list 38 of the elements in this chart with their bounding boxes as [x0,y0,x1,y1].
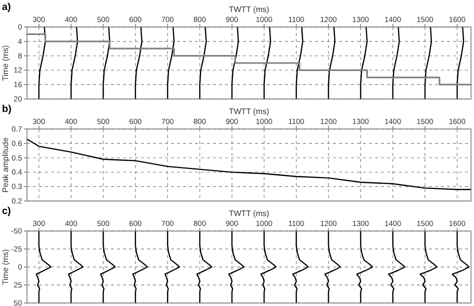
line-series [199,26,207,100]
line-series [102,26,110,100]
line-series [26,138,472,190]
y-axis-title: Time (ms) [1,44,10,81]
line-series [228,230,244,304]
line-series [36,230,52,304]
line-series [392,26,400,100]
line-series [167,26,175,100]
chart-title: c) [2,206,11,217]
line-series [260,230,277,304]
line-series [196,230,212,304]
line-series [100,230,116,304]
x-axis-title: TWTT (ms) [228,107,270,116]
line-series [388,230,406,304]
line-series [452,230,470,304]
line-series [420,230,438,304]
line-series [38,26,46,100]
line-series [132,230,148,304]
line-series [356,230,374,304]
line-series [164,230,180,304]
line-series [68,230,84,304]
line-series [456,26,464,100]
line-series [231,26,239,100]
line-series [296,26,304,100]
line-series [360,26,368,100]
y-axis-title: Time (ms) [1,248,10,285]
x-axis-title: TWTT (ms) [228,209,270,218]
line-series [328,26,336,100]
y-axis-title: Peak amplitude [1,136,10,193]
line-series [264,26,272,100]
line-series [70,26,78,100]
line-series [324,230,341,304]
line-series [292,230,309,304]
line-series [424,26,432,100]
line-series [134,26,142,100]
chart-title: b) [2,104,12,115]
chart-title: a) [2,2,11,13]
x-axis-title: TWTT (ms) [228,5,270,14]
